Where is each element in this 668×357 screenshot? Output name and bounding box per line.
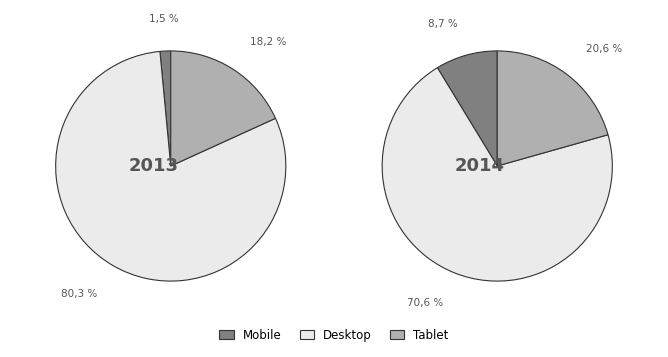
Wedge shape [160,51,171,166]
Text: 80,3 %: 80,3 % [61,288,97,298]
Text: 8,7 %: 8,7 % [428,19,458,29]
Wedge shape [55,51,286,281]
Wedge shape [497,51,608,166]
Text: 2013: 2013 [128,157,178,175]
Wedge shape [382,68,613,281]
Wedge shape [171,51,275,166]
Text: 1,5 %: 1,5 % [149,14,178,24]
Text: 20,6 %: 20,6 % [586,44,623,54]
Legend: Mobile, Desktop, Tablet: Mobile, Desktop, Tablet [214,323,454,347]
Text: 18,2 %: 18,2 % [250,37,287,47]
Wedge shape [438,51,497,166]
Text: 2014: 2014 [455,157,505,175]
Text: 70,6 %: 70,6 % [407,298,444,308]
